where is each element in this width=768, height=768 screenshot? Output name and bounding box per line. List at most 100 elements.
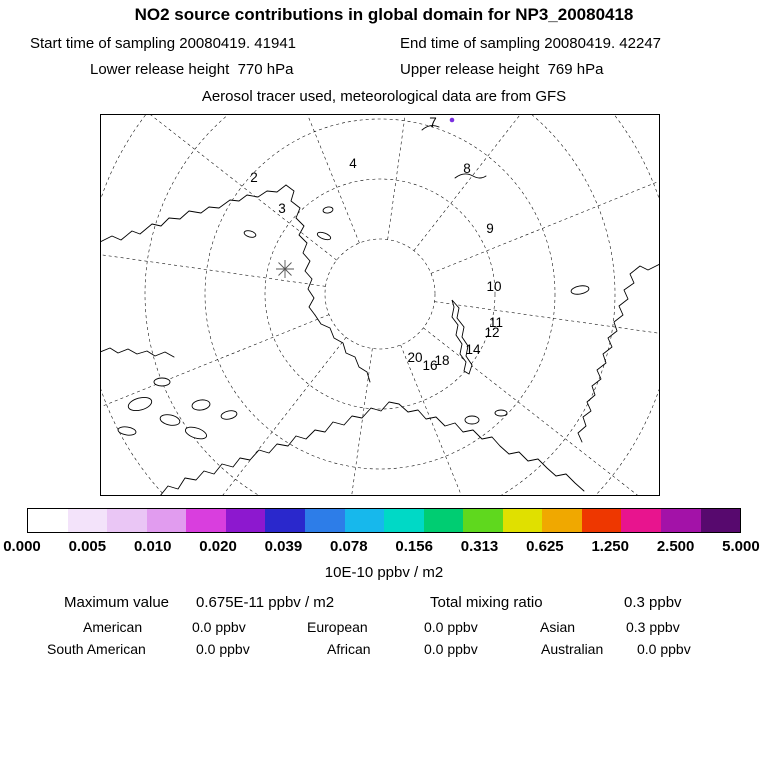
region-value: 0.0 ppbv [637, 641, 691, 657]
latitude-circle [204, 118, 556, 470]
meridian-line [434, 301, 659, 334]
colorbar-segment [344, 509, 385, 532]
colorbar-units-label: 10E-10 ppbv / m2 [324, 564, 444, 581]
coastline-left [101, 347, 175, 358]
colorbar-segment [265, 509, 305, 532]
colorbar-tick: 0.313 [460, 538, 499, 555]
colorbar-segment [225, 509, 266, 532]
region-value: 0.0 ppbv [196, 641, 250, 657]
colorbar-segment [186, 509, 226, 532]
island [570, 285, 590, 295]
trajectory-label: 4 [349, 156, 357, 171]
colorbar-tick: 5.000 [722, 538, 760, 555]
island [464, 415, 480, 425]
page-title: NO2 source contributions in global domai… [134, 5, 634, 24]
trajectory-label: 16 [422, 358, 437, 373]
colorbar-segment [621, 509, 661, 532]
meridian-line [430, 180, 659, 274]
meridian-line [400, 344, 462, 495]
coastline-bottom [160, 401, 585, 495]
trajectory-label: 7 [429, 115, 437, 130]
island [322, 206, 334, 214]
island [153, 377, 171, 387]
colorbar-tick: 0.010 [133, 538, 172, 555]
colorbar-segment [107, 509, 147, 532]
island [494, 409, 508, 417]
region-label: European [307, 619, 368, 635]
region-label: Asian [540, 619, 576, 635]
colorbar-tick: 0.156 [395, 538, 433, 555]
meridian-line [387, 115, 406, 240]
latitude-circle [144, 115, 616, 495]
colorbar-tick: 0.625 [526, 538, 564, 555]
coastlines [101, 125, 659, 495]
colorbar-tick: 0.005 [68, 538, 107, 555]
trajectory-label: 20 [407, 350, 422, 365]
island [220, 410, 238, 420]
coastline-top [421, 125, 440, 131]
island [191, 399, 211, 411]
trajectory-label: 14 [465, 342, 481, 357]
meridian-line [351, 348, 373, 495]
region-label: Australian [541, 641, 604, 657]
max-value: 0.675E-11 ppbv / m2 [196, 594, 335, 611]
tracer-info-label: Aerosol tracer used, meteorological data… [201, 88, 567, 105]
meridian-line [101, 254, 326, 287]
upper-release-label: Upper release height 769 hPa [400, 61, 604, 78]
meridian-line [423, 327, 638, 495]
region-label: American [83, 619, 143, 635]
trajectory-label: 9 [486, 221, 494, 236]
island [127, 396, 153, 412]
trajectory-label: 11 [489, 315, 503, 330]
colorbar-tick: 1.250 [591, 538, 629, 555]
meridian-line [413, 115, 521, 251]
region-value: 0.0 ppbv [424, 641, 478, 657]
trajectory-label: 10 [486, 279, 501, 294]
release-site-asterisk-icon [276, 260, 294, 278]
trajectory-label: 8 [463, 161, 471, 176]
coastline-top-right [454, 173, 487, 179]
coastline-right [577, 263, 659, 443]
colorbar-segment [28, 509, 68, 532]
max-value-label: Maximum value [64, 594, 170, 611]
trajectory-label: 12 [484, 325, 499, 340]
trajectory-label: 2 [250, 170, 258, 185]
colorbar-tick: 0.039 [264, 538, 303, 555]
colorbar-segment [384, 509, 424, 532]
island [159, 414, 181, 426]
total-mixing-ratio-value: 0.3 ppbv [624, 594, 682, 611]
region-value: 0.3 ppbv [626, 619, 680, 635]
region-label: South American [47, 641, 146, 657]
meridian-line [101, 314, 330, 408]
region-value: 0.0 ppbv [192, 619, 246, 635]
region-label: African [327, 641, 371, 657]
meridian-line [150, 115, 337, 261]
colorbar-segment [700, 509, 741, 532]
island [316, 231, 332, 241]
total-mixing-ratio-label: Total mixing ratio [430, 594, 543, 611]
plume-dot [449, 117, 455, 123]
colorbar-segment [542, 509, 582, 532]
graticule-grid [101, 115, 659, 495]
lower-release-label: Lower release height 770 hPa [90, 61, 294, 78]
colorbar-tick-labels: 0.000 0.005 0.010 0.020 0.039 0.078 0.156 0.313… [0, 538, 768, 556]
region-value: 0.0 ppbv [424, 619, 478, 635]
island-novaya-zemlya [451, 299, 473, 375]
colorbar-segment [304, 509, 345, 532]
colorbar-tick: 0.000 [3, 538, 41, 555]
island [184, 426, 208, 440]
max-value-line: Maximum value 0.675E-11 ppbv / m2 Total … [0, 594, 768, 614]
colorbar-segment [581, 509, 622, 532]
meridian-line [307, 115, 360, 244]
colorbar-tick: 2.500 [656, 538, 695, 555]
trajectory-label: 18 [434, 353, 449, 368]
latitude-circle [324, 238, 436, 350]
contribution-row-1: American 0.0 ppbv European 0.0 ppbv Asia… [0, 619, 768, 637]
colorbar-tick: 0.020 [199, 538, 237, 555]
latitude-circle [264, 178, 496, 410]
island [243, 230, 257, 238]
colorbar-tick: 0.078 [330, 538, 368, 555]
trajectory-label: 3 [278, 201, 286, 216]
